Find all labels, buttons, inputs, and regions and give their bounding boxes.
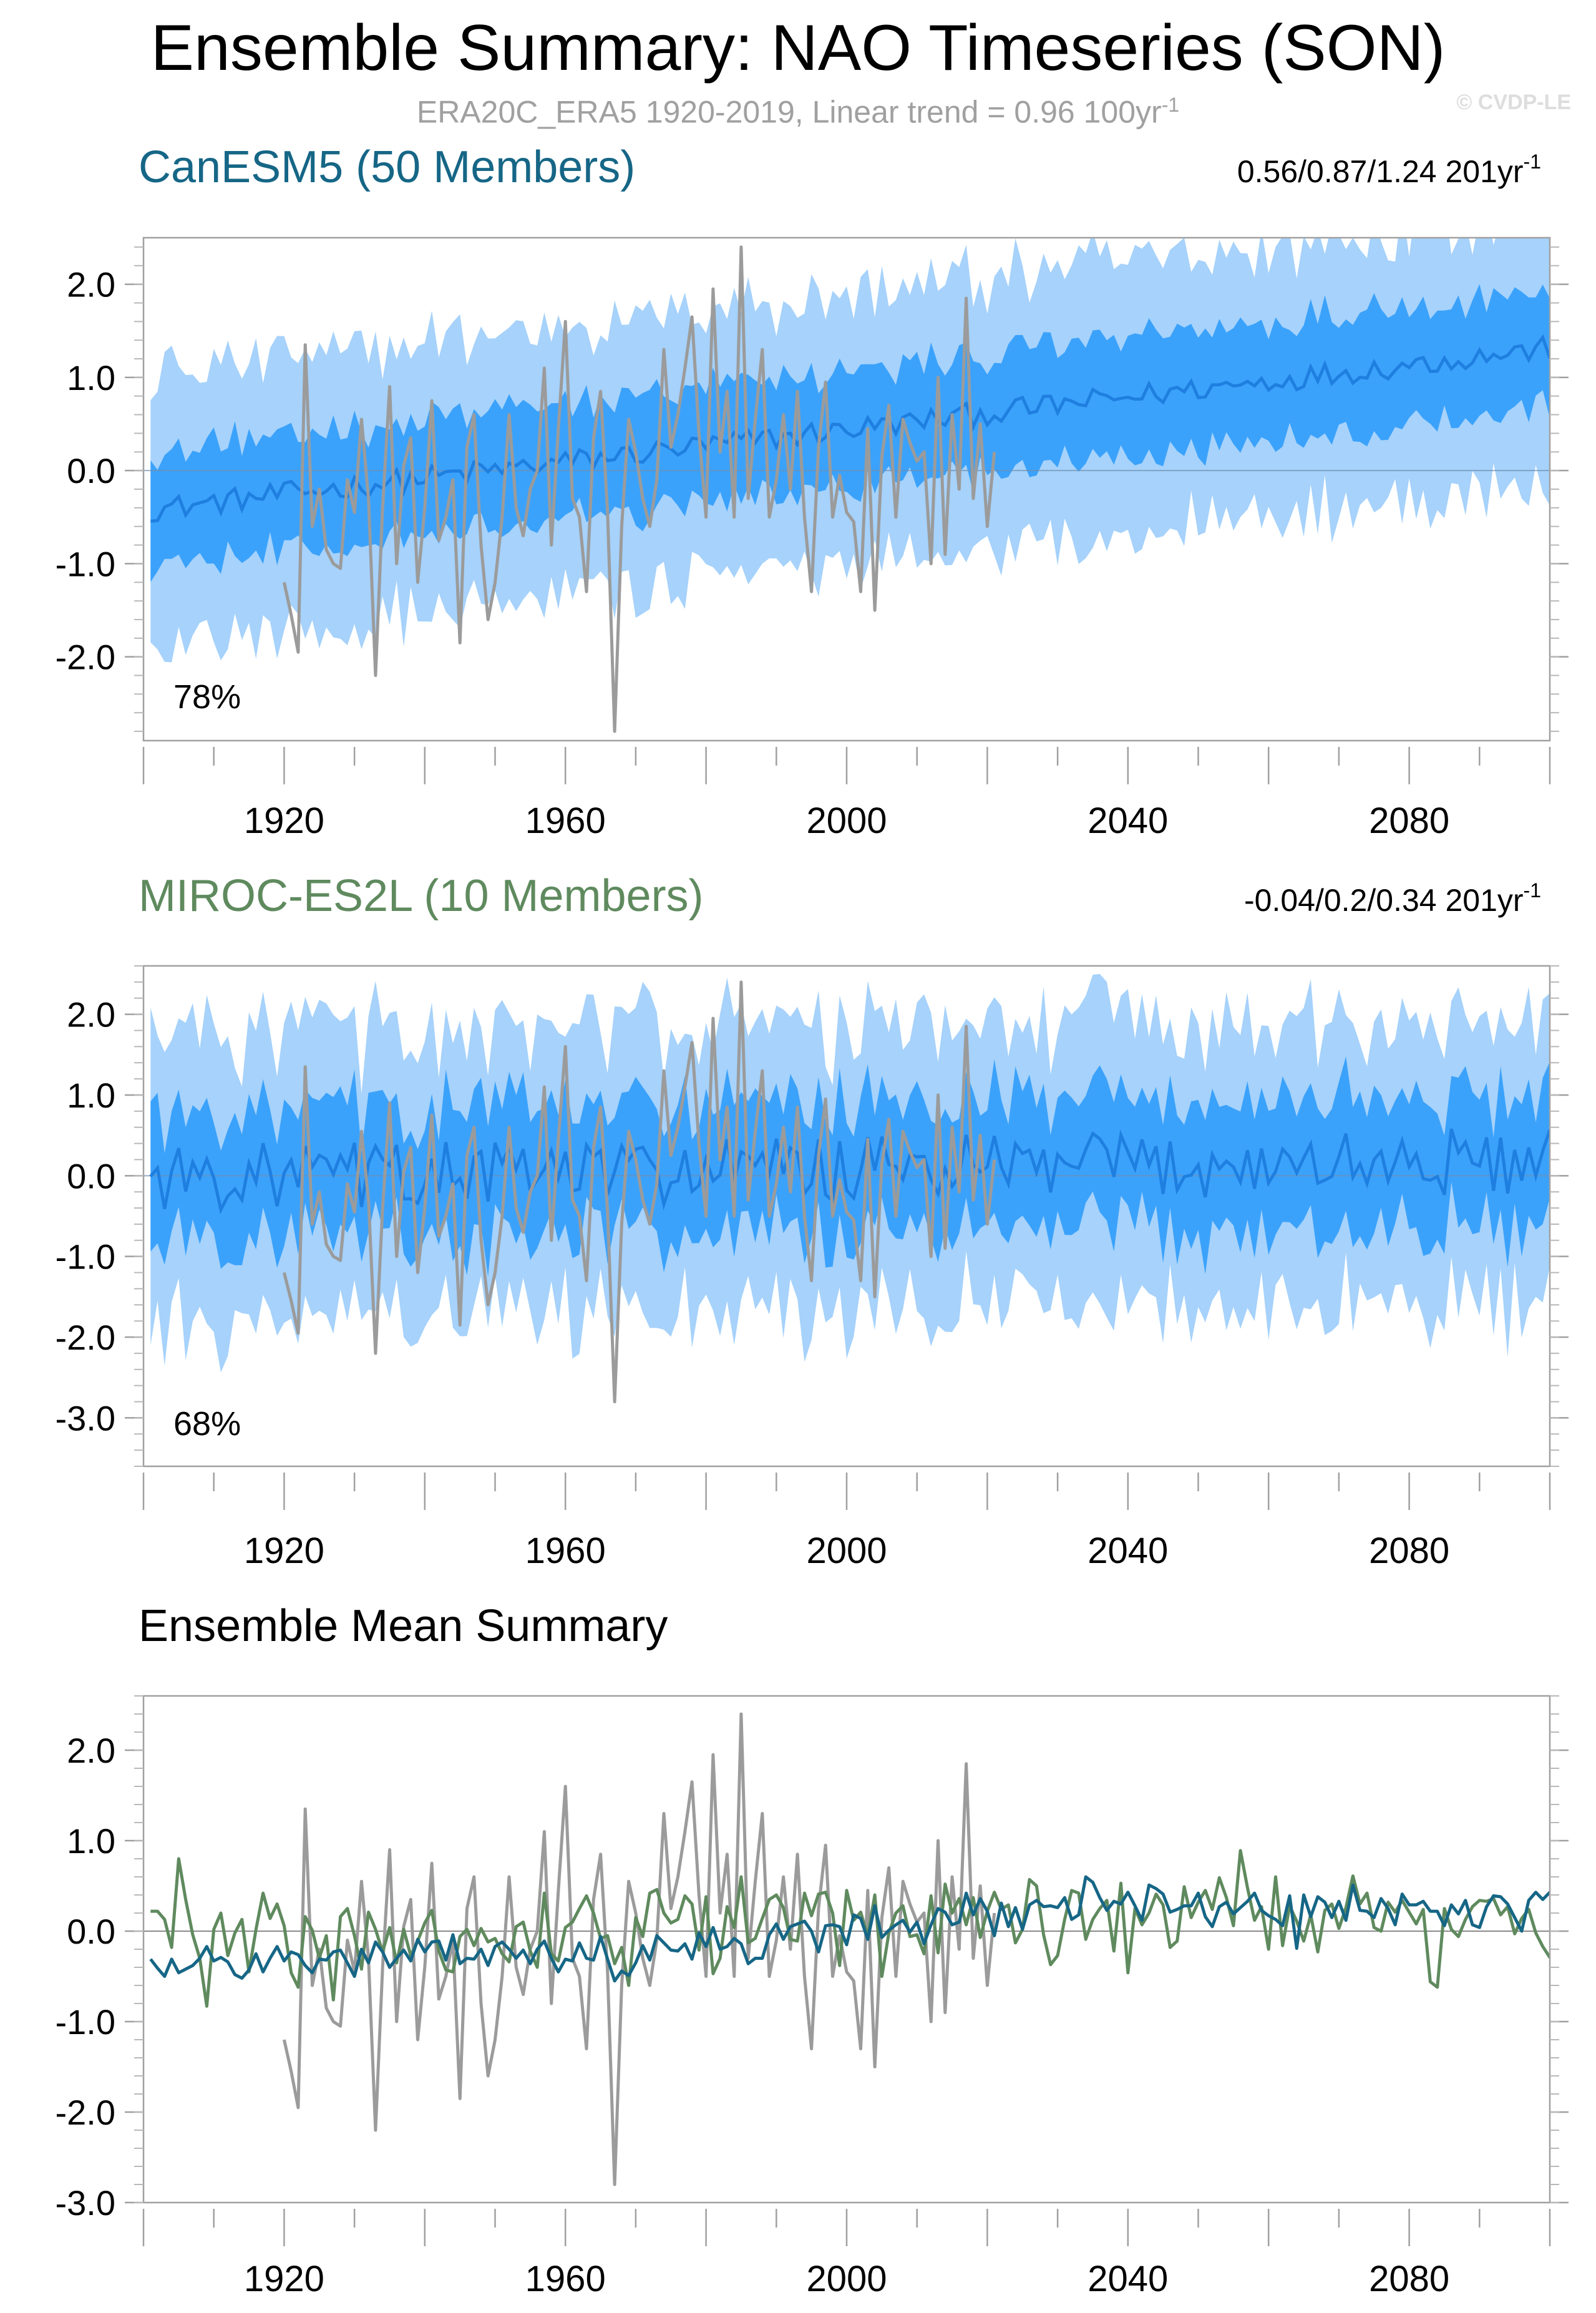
y-tick-label: -3.0 [56, 2183, 116, 2223]
x-tick-label: 2080 [1369, 801, 1449, 841]
trend-label: 0.56/0.87/1.24 201yr-1 [1237, 150, 1541, 189]
y-tick-label: 0.0 [67, 1912, 115, 1951]
x-tick-label: 2040 [1088, 1531, 1168, 1571]
x-tick-label: 1960 [525, 801, 606, 841]
canesm5-mean-line [149, 1875, 1550, 1983]
y-tick-label: 2.0 [67, 995, 115, 1035]
main-title: Ensemble Summary: NAO Timeseries (SON) [150, 12, 1446, 84]
x-tick-label: 2080 [1369, 1531, 1449, 1571]
plot-area [144, 238, 1550, 733]
percent-label: 78% [173, 678, 241, 716]
obs-line [282, 1712, 996, 2186]
ensemble-inner-spread [150, 1056, 1550, 1277]
x-tick-label: 1960 [525, 1531, 606, 1571]
y-tick-label: 1.0 [67, 358, 115, 397]
x-tick-label: 1960 [525, 2259, 606, 2299]
subtitle-text: ERA20C_ERA5 1920-2019, Linear trend = 0.… [416, 94, 1162, 130]
x-tick-label: 2000 [806, 2259, 887, 2299]
subtitle-superscript: -1 [1161, 94, 1180, 116]
y-tick-label: -2.0 [56, 1318, 116, 1357]
y-tick-label: -1.0 [56, 544, 116, 583]
y-tick-label: -2.0 [56, 2093, 116, 2132]
y-tick-label: 0.0 [67, 1156, 115, 1195]
copyright-label: © CVDP-LE [1456, 90, 1571, 114]
x-tick-label: 2000 [806, 801, 887, 841]
y-tick-label: 2.0 [67, 1731, 115, 1770]
y-tick-label: -3.0 [56, 1398, 116, 1438]
panel-1: CanESM5 (50 Members) 0.56/0.87/1.24 201yr… [56, 142, 1569, 841]
obs-line [282, 245, 996, 733]
x-tick-label: 2040 [1088, 801, 1168, 841]
panel-2: MIROC-ES2L (10 Members) -0.04/0.2/0.34 20… [56, 871, 1569, 1571]
x-tick-label: 1920 [244, 801, 324, 841]
y-tick-label: 0.0 [67, 451, 115, 490]
panel-title: Ensemble Mean Summary [139, 1601, 668, 1651]
panel-3: Ensemble Mean Summary 2.0 1.0 0.0 -1.0 -2.0 -3… [56, 1601, 1569, 2299]
percent-label: 68% [173, 1405, 241, 1443]
plot-frame [142, 965, 1551, 1468]
y-tick-label: 1.0 [67, 1076, 115, 1115]
plot-frame [142, 1695, 1551, 2204]
panel-title: MIROC-ES2L (10 Members) [139, 871, 704, 921]
miroc-es2l-mean-line [150, 1849, 1550, 2008]
x-tick-label: 2080 [1369, 2259, 1449, 2299]
subtitle: ERA20C_ERA5 1920-2019, Linear trend = 0.… [0, 94, 1596, 130]
x-tick-label: 2040 [1088, 2259, 1168, 2299]
plot-area [144, 1712, 1550, 2186]
x-tick-label: 1920 [244, 2259, 324, 2299]
x-tick-label: 1920 [244, 1531, 324, 1571]
panel-title: CanESM5 (50 Members) [139, 142, 635, 192]
y-tick-label: 2.0 [67, 265, 115, 304]
y-tick-label: 1.0 [67, 1821, 115, 1861]
x-tick-label: 2000 [806, 1531, 887, 1571]
trend-label: -0.04/0.2/0.34 201yr-1 [1244, 879, 1541, 918]
y-tick-label: -1.0 [56, 2002, 116, 2042]
y-tick-label: -2.0 [56, 638, 116, 677]
ensemble-mean-line [149, 1128, 1550, 1215]
plot-area [144, 974, 1550, 1403]
y-tick-label: -1.0 [56, 1237, 116, 1277]
obs-line [282, 980, 996, 1403]
